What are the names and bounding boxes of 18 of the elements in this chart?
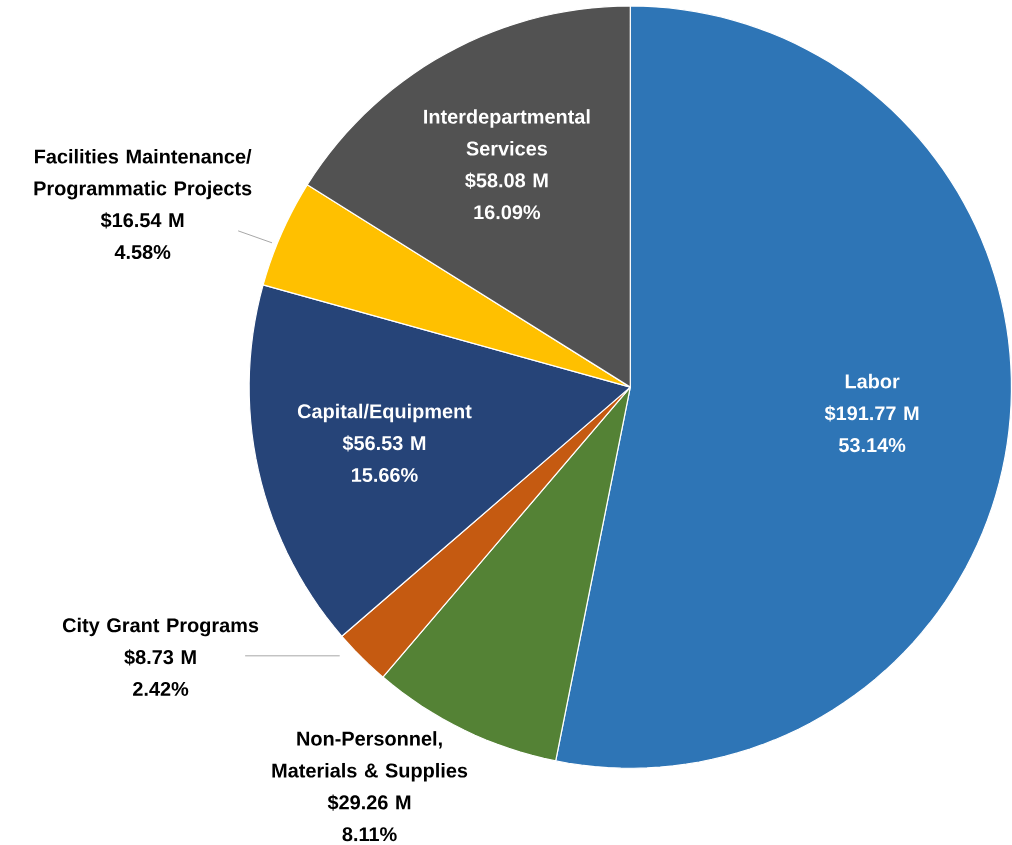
data-label: $56.53 M (342, 435, 426, 452)
slice-label: Non-Personnel, Materials & Supplies (272, 731, 468, 782)
text: 15.66% (351, 468, 418, 483)
slice-label: City Grant Programs (62, 617, 259, 637)
slice-label: Interdepartmental Services (424, 109, 590, 156)
data-label: $8.73 M (124, 649, 196, 666)
text: 8.11% (342, 827, 397, 842)
text: 53.14% (838, 438, 906, 453)
data-label: $58.08 M (465, 172, 548, 189)
text: 16.09% (474, 205, 541, 220)
slice-label: Facilities Maintenance/ Programmatic Projects (34, 149, 252, 200)
data-label: $191.77 M (824, 405, 919, 422)
slice-label: Labor (845, 374, 900, 389)
text: 4.58% (114, 245, 171, 260)
slice-label: Capital/Equipment (297, 403, 472, 423)
data-label: $29.26 M (327, 794, 411, 811)
text: 2.42% (133, 682, 189, 697)
data-label: $16.54 M (100, 212, 184, 229)
